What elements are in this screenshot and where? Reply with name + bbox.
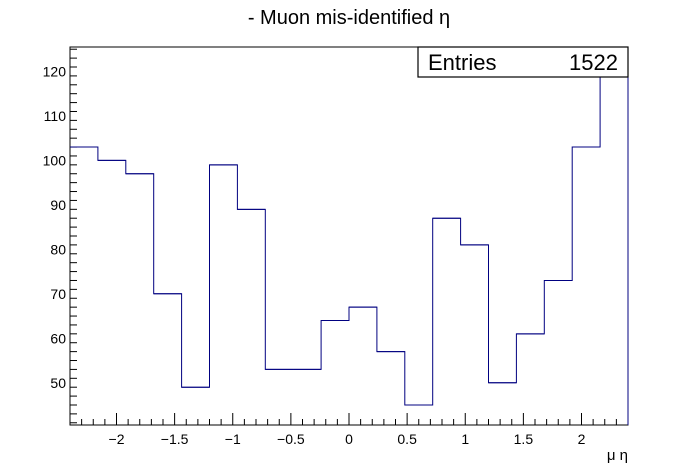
y-tick-label: 70 — [50, 286, 66, 302]
chart-title: - Muon mis-identified η — [248, 7, 450, 29]
x-tick-label: 0 — [345, 431, 353, 447]
stats-entries-value: 1522 — [569, 50, 618, 75]
x-tick-label: 2 — [578, 431, 586, 447]
x-tick-label: 1 — [461, 431, 469, 447]
x-tick-label: −2 — [109, 431, 125, 447]
x-axis-label: μ η — [607, 447, 628, 464]
y-tick-label: 60 — [50, 330, 66, 346]
y-tick-label: 90 — [50, 197, 66, 213]
y-tick-label: 50 — [50, 375, 66, 391]
x-tick-label: 1.5 — [514, 431, 534, 447]
y-axis: 50 60 70 80 90 100 110 120 — [43, 48, 77, 424]
stats-entries-label: Entries — [428, 50, 496, 75]
y-tick-label: 80 — [50, 241, 66, 257]
histogram-series — [70, 66, 629, 425]
histogram-outline — [70, 66, 628, 406]
x-tick-label: −1 — [225, 431, 241, 447]
x-tick-label: −0.5 — [277, 431, 305, 447]
x-axis: −2 −1.5 −1 −0.5 0 0.5 1 1.5 2 — [81, 413, 629, 447]
y-tick-label: 120 — [43, 63, 67, 79]
y-tick-label: 110 — [44, 108, 67, 124]
stats-box: Entries 1522 — [417, 46, 629, 78]
x-tick-label: 0.5 — [397, 431, 417, 447]
x-tick-label: −1.5 — [161, 431, 189, 447]
stats-box-frame — [417, 46, 629, 78]
y-tick-label: 100 — [43, 152, 67, 168]
